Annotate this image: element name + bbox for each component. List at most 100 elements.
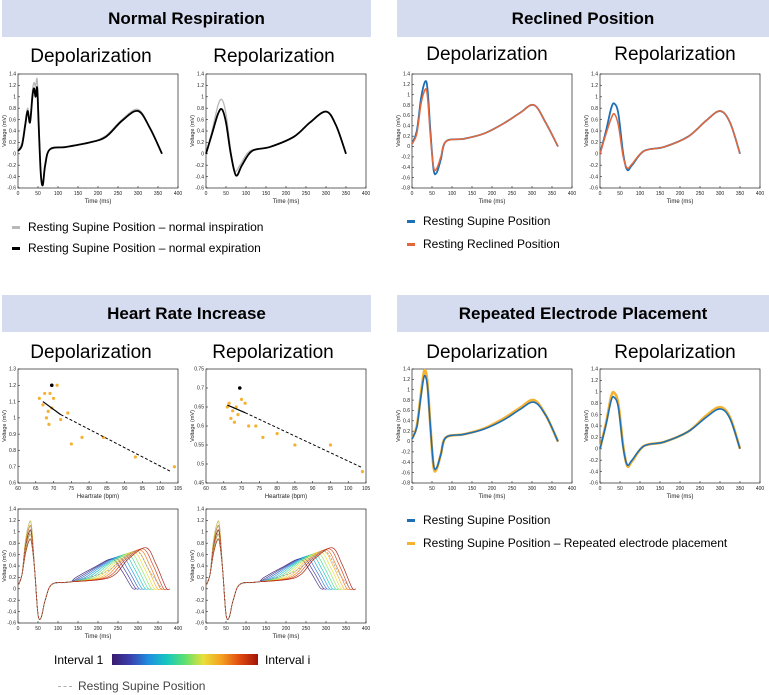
y-tick-label: -0.2 <box>195 598 204 604</box>
plot-frame <box>411 73 573 189</box>
series-line-0 <box>205 98 347 173</box>
x-tick-label: 250 <box>302 626 311 632</box>
x-tick-label: 400 <box>174 191 183 197</box>
y-tick-label: 0.5 <box>197 462 204 468</box>
subhead-repolarization: Repolarization <box>614 342 736 363</box>
x-tick-label: 50 <box>223 191 229 197</box>
y-tick-label: 0.2 <box>9 140 16 146</box>
y-tick-label: 1 <box>13 416 16 422</box>
y-tick-label: 0.6 <box>403 113 410 119</box>
x-tick-label: 150 <box>74 626 83 632</box>
plot-frame <box>205 368 367 484</box>
panel-title-heart-rate-increase: Heart Rate Increase <box>2 295 371 332</box>
x-tick-label: 400 <box>362 191 371 197</box>
x-tick-label: 250 <box>696 486 705 492</box>
resting-supine-point <box>237 386 242 390</box>
scatter-point <box>261 435 265 439</box>
subhead-depolarization: Depolarization <box>426 44 548 65</box>
scatter-point <box>227 401 231 405</box>
x-tick-label: 300 <box>716 486 725 492</box>
y-tick-label: -0.2 <box>589 458 598 464</box>
x-tick-label: 350 <box>342 626 351 632</box>
y-tick-label: 1.4 <box>197 507 204 513</box>
y-tick-label: -0.6 <box>195 621 204 627</box>
scatter-point <box>243 401 247 405</box>
y-tick-label: 0.6 <box>9 552 16 558</box>
plot-frame <box>17 368 179 484</box>
plot-frame <box>205 73 367 189</box>
scatter-point <box>231 409 235 413</box>
x-tick-label: 250 <box>114 191 123 197</box>
x-axis-label: Heartrate (bpm) <box>265 494 307 500</box>
y-tick-label: 0 <box>13 587 16 593</box>
x-tick-label: 95 <box>328 486 334 492</box>
interval-curve-12 <box>205 529 357 620</box>
y-tick-label: -0.2 <box>7 598 16 604</box>
y-axis-label: Voltage (mV) <box>190 410 196 442</box>
y-tick-label: 1.2 <box>9 518 16 524</box>
y-axis-label: Voltage (mV) <box>584 115 590 147</box>
scatter-point <box>80 435 84 439</box>
x-tick-label: 100 <box>448 486 457 492</box>
x-tick-label: 50 <box>35 626 41 632</box>
x-tick-label: 250 <box>696 191 705 197</box>
subhead-depolarization: Depolarization <box>30 46 152 67</box>
y-tick-label: -0.8 <box>401 481 410 487</box>
y-tick-label: -0.4 <box>195 609 204 615</box>
legend-label: Resting Supine Position <box>78 679 206 693</box>
y-tick-label: 0.7 <box>9 464 16 470</box>
x-tick-label: 200 <box>676 486 685 492</box>
y-tick-label: 0.8 <box>9 541 16 547</box>
x-tick-label: 350 <box>342 191 351 197</box>
legend-label: Resting Supine Position <box>423 214 551 228</box>
x-tick-label: 100 <box>54 191 63 197</box>
y-tick-label: 1.2 <box>197 518 204 524</box>
scatter-point <box>37 396 41 400</box>
x-tick-label: 300 <box>134 626 143 632</box>
y-axis-label: Voltage (mV) <box>2 550 8 582</box>
series-line-0 <box>410 368 560 473</box>
interval-curve-5 <box>17 524 149 620</box>
series-line-1 <box>411 88 559 172</box>
y-tick-label: 0 <box>407 144 410 150</box>
legend-item-dashed-supine: Resting Supine Position <box>58 679 205 693</box>
y-axis-label: Voltage (mV) <box>584 410 590 442</box>
legend-item-repeated-placement: Resting Supine Position – Repeated elect… <box>407 536 727 550</box>
legend-label: Resting Supine Position <box>423 513 551 527</box>
y-tick-label: -0.8 <box>401 186 410 192</box>
y-tick-label: -0.6 <box>401 175 410 181</box>
y-tick-label: -0.4 <box>589 469 598 475</box>
x-tick-label: 50 <box>35 191 41 197</box>
y-axis-label: Voltage (mV) <box>2 115 8 147</box>
x-tick-label: 400 <box>568 191 577 197</box>
x-tick-label: 200 <box>282 626 291 632</box>
x-tick-label: 350 <box>736 191 745 197</box>
plot-frame <box>17 73 179 189</box>
x-tick-label: 400 <box>568 486 577 492</box>
scatter-point <box>234 405 238 409</box>
y-tick-label: 0.6 <box>9 481 16 487</box>
x-tick-label: 300 <box>716 191 725 197</box>
y-tick-label: 0.9 <box>9 432 16 438</box>
x-tick-label: 300 <box>322 191 331 197</box>
x-tick-label: 60 <box>203 486 209 492</box>
subhead-depolarization: Depolarization <box>426 342 548 363</box>
y-tick-label: 1.4 <box>9 507 16 513</box>
subhead-depolarization: Depolarization <box>30 342 152 363</box>
y-tick-label: 0.8 <box>591 401 598 407</box>
interval-curve-8 <box>205 520 345 620</box>
x-tick-label: 200 <box>676 191 685 197</box>
y-tick-label: 0.8 <box>403 398 410 404</box>
scatter-point <box>225 405 229 409</box>
x-tick-label: 200 <box>282 191 291 197</box>
y-axis-label: Voltage (mV) <box>190 550 196 582</box>
scatter-point <box>232 420 237 424</box>
y-tick-label: -0.4 <box>7 609 16 615</box>
x-tick-label: 350 <box>736 486 745 492</box>
y-tick-label: 0.8 <box>9 448 16 454</box>
x-tick-label: 70 <box>51 486 57 492</box>
y-tick-label: 0.2 <box>9 575 16 581</box>
resting-supine-dashed <box>205 532 351 621</box>
scatter-point <box>46 409 50 413</box>
x-tick-label: 50 <box>223 626 229 632</box>
